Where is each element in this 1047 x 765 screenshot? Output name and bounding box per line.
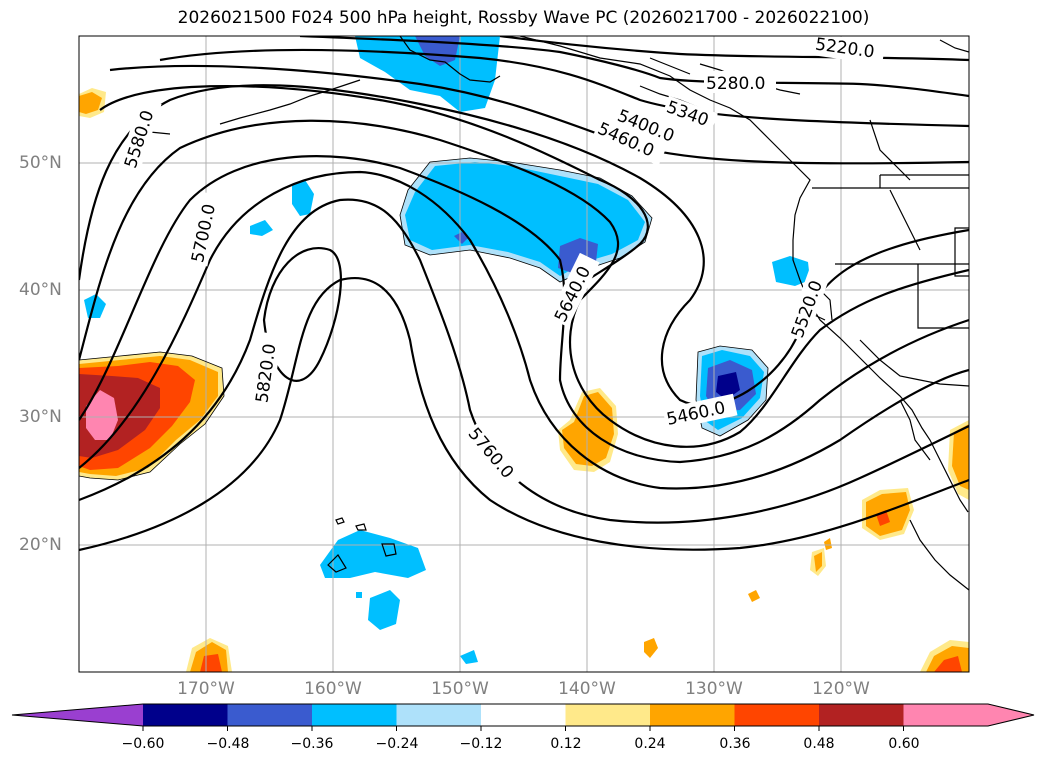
- lon-label-140W: 140°W: [558, 679, 616, 699]
- lat-label-50N: 50°N: [19, 153, 62, 173]
- colorbar-tick-9: 0.60: [888, 736, 920, 752]
- colorbar-segment: [312, 704, 397, 726]
- negative-anomaly-small-1: [292, 180, 314, 216]
- colorbar: [11, 703, 1035, 731]
- map-title: 2026021500 F024 500 hPa height, Rossby W…: [177, 8, 870, 28]
- lon-label-120W: 120°W: [812, 679, 870, 699]
- anomaly-shading: [79, 36, 969, 672]
- graticule: [79, 36, 969, 672]
- colorbar-segment: [650, 704, 735, 726]
- lat-label-20N: 20°N: [19, 535, 62, 555]
- colorbar-tick-7: 0.36: [719, 736, 751, 752]
- colorbar-segment: [819, 704, 904, 726]
- lat-label-30N: 30°N: [19, 407, 62, 427]
- height-contours: [79, 36, 969, 552]
- contour-label-5280: 5280.0: [706, 74, 765, 94]
- contour-labels: 5220.0 5280.0 5340 5400.0 5460.0 5580.0 …: [118, 36, 886, 491]
- colorbar-tick-5: 0.12: [550, 736, 582, 752]
- colorbar-tick-3: −0.24: [375, 736, 419, 752]
- colorbar-segment: [481, 704, 566, 726]
- colorbar-tick-2: −0.36: [290, 736, 334, 752]
- colorbar-tick-8: 0.48: [803, 736, 835, 752]
- plot-frame: [78, 35, 970, 673]
- colorbar-segment: [396, 704, 482, 726]
- colorbar-tick-6: 0.24: [634, 736, 666, 752]
- lon-label-170W: 170°W: [177, 679, 235, 699]
- colorbar-tick-0: −0.60: [121, 736, 165, 752]
- colorbar-tick-4: −0.12: [459, 736, 503, 752]
- lon-label-150W: 150°W: [431, 679, 489, 699]
- colorbar-segment: [143, 704, 228, 726]
- negative-anomaly-hawaii: [320, 530, 426, 578]
- lat-label-40N: 40°N: [19, 280, 62, 300]
- colorbar-extend-min: [12, 704, 143, 726]
- colorbar-segment: [227, 704, 313, 726]
- colorbar-extend-max: [988, 704, 1034, 726]
- colorbar-segment: [734, 704, 820, 726]
- colorbar-segment: [903, 704, 989, 726]
- plot-background: [79, 36, 969, 672]
- lon-label-160W: 160°W: [304, 679, 362, 699]
- lon-label-130W: 130°W: [685, 679, 743, 699]
- colorbar-segment: [565, 704, 651, 726]
- colorbar-tick-1: −0.48: [206, 736, 250, 752]
